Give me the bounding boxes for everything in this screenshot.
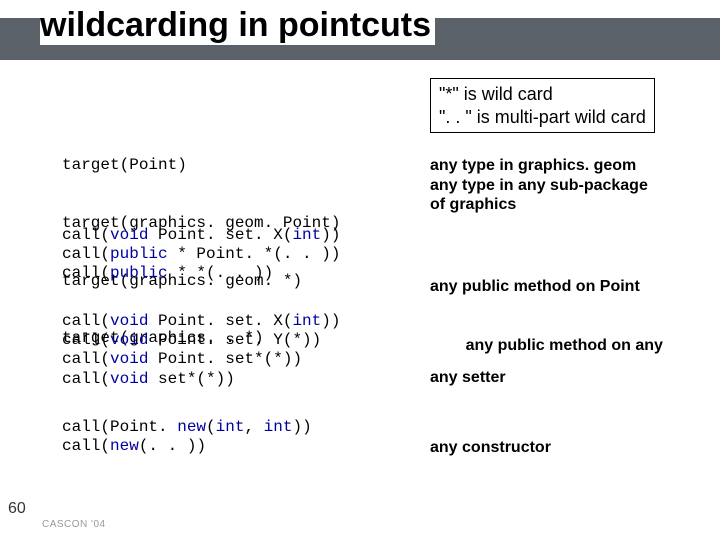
code-text: call( — [62, 226, 110, 244]
code-text: )) — [321, 312, 340, 330]
keyword: public — [110, 264, 168, 282]
keyword: int — [292, 226, 321, 244]
code-line: call(void Point. set*(*)) — [62, 350, 402, 369]
code-text: * Point. *(. . )) — [168, 245, 341, 263]
anno-line: any type in any sub-package — [430, 176, 720, 196]
code-text: , — [244, 418, 263, 436]
code-text: )) — [321, 226, 340, 244]
keyword: new — [110, 437, 139, 455]
footer-text: CASCON '04 — [42, 519, 106, 530]
code-text: call( — [62, 350, 110, 368]
anno-line: any public method on Point — [430, 277, 720, 297]
code-line: call(Point. new(int, int)) — [62, 418, 402, 437]
keyword: int — [264, 418, 293, 436]
code-text: )) — [292, 418, 311, 436]
code-text: call(Point. — [62, 418, 177, 436]
keyword: void — [110, 370, 148, 388]
box-line: "*" is wild card — [439, 83, 646, 106]
code-text: call( — [62, 331, 110, 349]
wildcard-box-wrap: "*" is wild card ". . " is multi-part wi… — [430, 78, 720, 133]
code-line: call(public * *(. . )) — [62, 264, 402, 283]
keyword: void — [110, 331, 148, 349]
annotation-block-4: any constructor — [430, 438, 720, 458]
code-text: call( — [62, 370, 110, 388]
code-text: Point. set. X( — [148, 312, 292, 330]
code-line: call(void Point. set. X(int)) — [62, 226, 402, 245]
annotation-block-3: any setter — [430, 368, 720, 388]
anno-line: of graphics — [430, 195, 720, 215]
code-text: * *(. . )) — [168, 264, 274, 282]
code-line: call(public * Point. *(. . )) — [62, 245, 402, 264]
keyword: void — [110, 226, 148, 244]
keyword: public — [110, 245, 168, 263]
box-line: ". . " is multi-part wild card — [439, 106, 646, 129]
content-area: "*" is wild card ". . " is multi-part wi… — [0, 78, 720, 508]
slide-title: wildcarding in pointcuts — [40, 6, 435, 45]
code-line: call(new(. . )) — [62, 437, 402, 456]
code-text: Point. set. X( — [148, 226, 292, 244]
code-text: Point. set. Y(*)) — [148, 331, 321, 349]
code-line: call(void set*(*)) — [62, 370, 402, 389]
keyword: void — [110, 350, 148, 368]
annotation-block-1: any type in graphics. geom any type in a… — [430, 156, 720, 215]
code-block-4: call(Point. new(int, int))call(new(. . )… — [62, 418, 402, 456]
code-line: call(void Point. set. Y(*)) — [62, 331, 402, 350]
code-text: call( — [62, 312, 110, 330]
slide: wildcarding in pointcuts "*" is wild car… — [0, 0, 720, 540]
code-text: ( — [206, 418, 216, 436]
anno-line: any public method on any — [430, 336, 720, 356]
code-text: call( — [62, 264, 110, 282]
code-text: set*(*)) — [148, 370, 234, 388]
code-text: call( — [62, 245, 110, 263]
anno-line: any type in graphics. geom — [430, 156, 720, 176]
code-text: call( — [62, 437, 110, 455]
slide-number: 60 — [8, 500, 26, 518]
code-line: target(Point) — [62, 156, 402, 175]
code-line: call(void Point. set. X(int)) — [62, 312, 402, 331]
keyword: void — [110, 312, 148, 330]
keyword: int — [292, 312, 321, 330]
code-block-2: call(void Point. set. X(int))call(public… — [62, 226, 402, 284]
keyword: new — [177, 418, 206, 436]
keyword: int — [216, 418, 245, 436]
code-text: Point. set*(*)) — [148, 350, 302, 368]
code-block-3: call(void Point. set. X(int))call(void P… — [62, 312, 402, 389]
code-text: (. . )) — [139, 437, 206, 455]
wildcard-box: "*" is wild card ". . " is multi-part wi… — [430, 78, 655, 133]
